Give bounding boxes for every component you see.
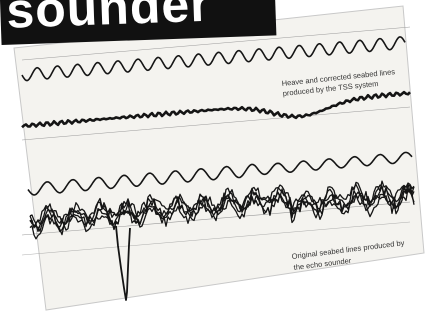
header-title: sounder [5,0,212,39]
heave-trace-lower [27,151,413,196]
grid-line [21,221,411,256]
heave-trace-top [21,36,406,82]
traces [21,36,415,301]
corrected-seabed-trace [21,90,411,129]
grid-line [21,26,411,61]
spike-trace [115,225,131,301]
original-seabed-trace [29,188,415,240]
grid-line [21,106,411,141]
